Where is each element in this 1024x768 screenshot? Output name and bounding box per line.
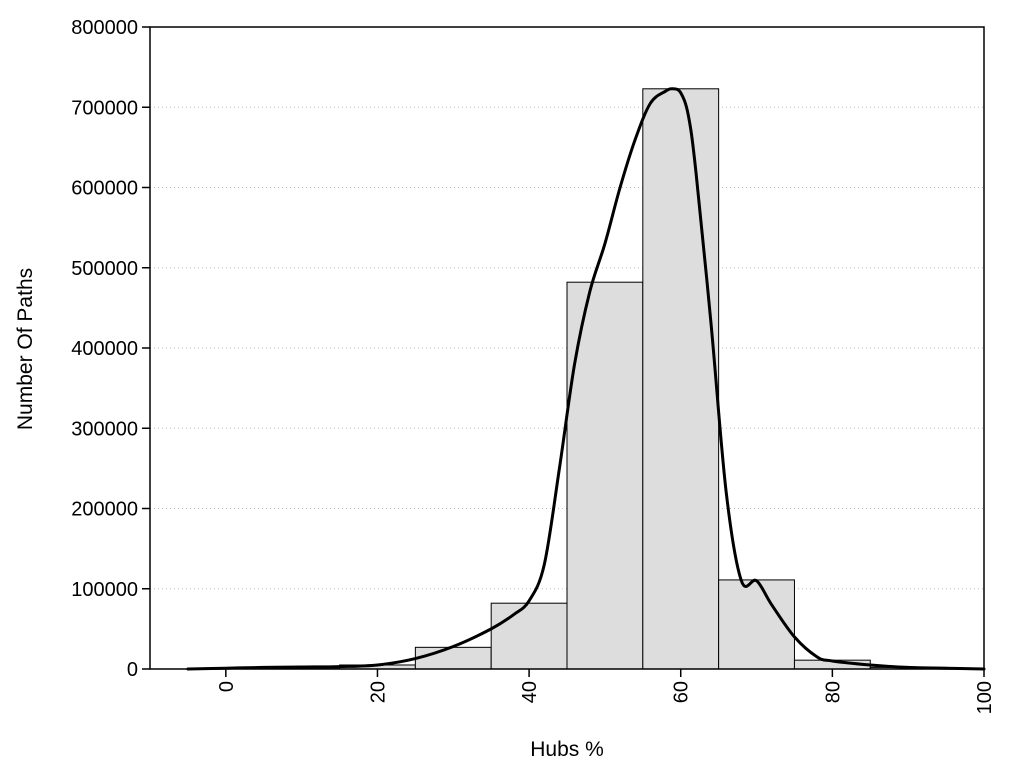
x-tick-label: 0: [216, 681, 238, 692]
y-axis: 0 100000 200000 300000 400000 500000 600000 700…: [71, 17, 150, 681]
y-tick-label: 300000: [71, 418, 138, 440]
histogram-bars: [187, 88, 947, 670]
x-tick-label: 60: [671, 681, 693, 703]
y-tick-label: 800000: [71, 17, 138, 39]
density-curve: [186, 87, 986, 671]
y-tick-label: 500000: [71, 258, 138, 280]
x-tick-label: 20: [367, 681, 389, 703]
histogram-bar: [642, 88, 720, 670]
histogram-bar: [490, 602, 568, 670]
y-tick-label: 100000: [71, 579, 138, 601]
x-axis: 0 20 40 60 80 100: [216, 669, 996, 714]
histogram-bar: [414, 646, 492, 670]
x-tick-label: 40: [519, 681, 541, 703]
histogram-bar: [566, 281, 644, 670]
y-tick-label: 200000: [71, 499, 138, 521]
y-tick-label: 0: [127, 659, 138, 681]
y-axis-title: Number Of Paths: [14, 268, 37, 430]
x-axis-title: Hubs %: [530, 738, 604, 761]
y-tick-label: 400000: [71, 338, 138, 360]
x-tick-label: 100: [974, 681, 996, 714]
histogram-bar: [718, 579, 795, 670]
y-tick-label: 600000: [71, 178, 138, 200]
density-curve-line: [186, 87, 986, 671]
x-tick-label: 80: [822, 681, 844, 703]
y-tick-label: 700000: [71, 97, 138, 119]
